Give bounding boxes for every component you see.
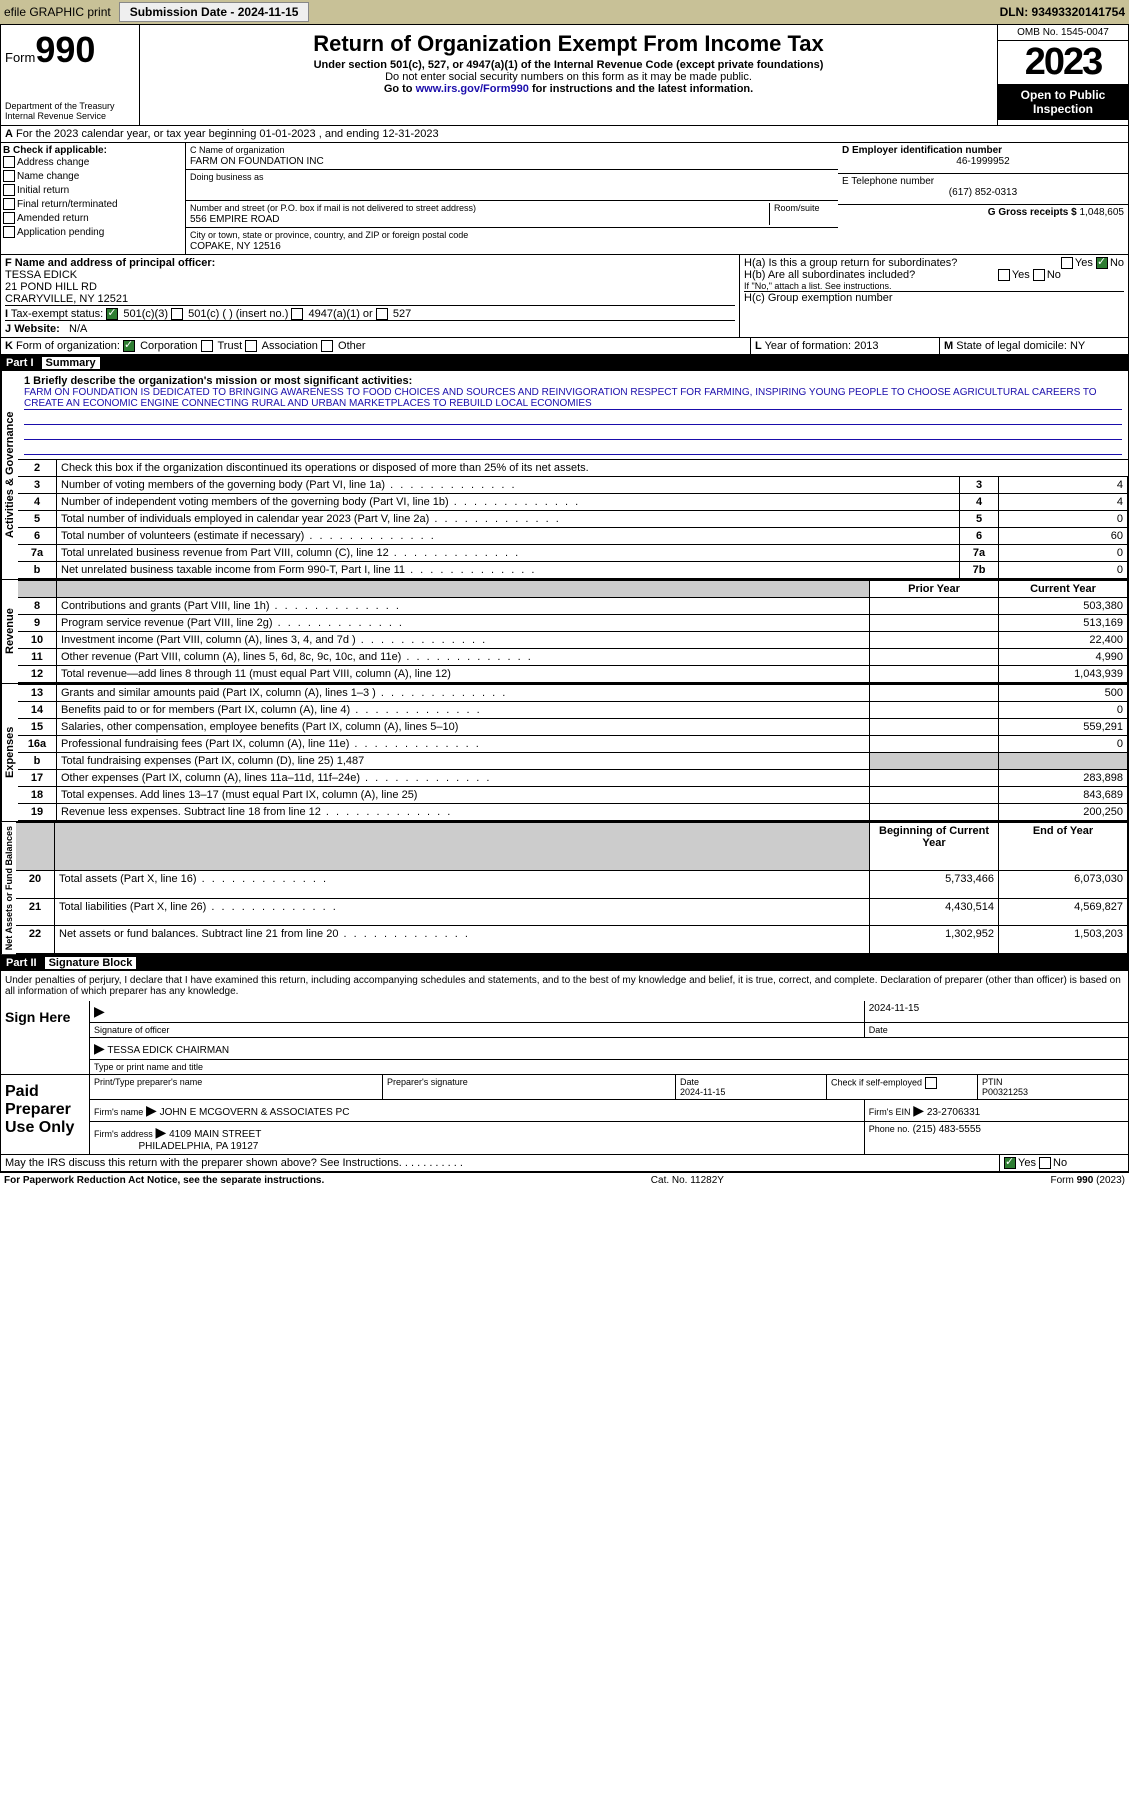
cb-group-no[interactable]	[1096, 257, 1108, 269]
gross-receipts: 1,048,605	[1080, 207, 1125, 218]
h-c: H(c) Group exemption number	[744, 291, 1124, 304]
paid-preparer: Paid Preparer Use Only Print/Type prepar…	[0, 1075, 1129, 1155]
part2-header: Part IISignature Block	[0, 955, 1129, 971]
year-formed: Year of formation: 2013	[765, 340, 879, 352]
phone-value: (617) 852-0313	[842, 187, 1124, 198]
sign-here: Sign Here ▶2024-11-15 Signature of offic…	[0, 1001, 1129, 1075]
officer-block: F Name and address of principal officer:…	[5, 257, 735, 305]
org-city: COPAKE, NY 12516	[190, 241, 281, 252]
ssn-note: Do not enter social security numbers on …	[144, 71, 993, 83]
section-fh: F Name and address of principal officer:…	[0, 255, 1129, 338]
part1-header: Part ISummary	[0, 355, 1129, 371]
cb-amended[interactable]: Amended return	[3, 212, 183, 226]
cb-address[interactable]: Address change	[3, 156, 183, 170]
top-toolbar: efile GRAPHIC print Submission Date - 20…	[0, 0, 1129, 24]
inspection-badge: Open to Public Inspection	[998, 84, 1128, 120]
cb-name[interactable]: Name change	[3, 170, 183, 184]
cb-initial[interactable]: Initial return	[3, 184, 183, 198]
form-title: Return of Organization Exempt From Incom…	[144, 31, 993, 57]
netassets-section: Net Assets or Fund Balances Beginning of…	[0, 822, 1129, 955]
ein-value: 46-1999952	[842, 156, 1124, 167]
ptin-value: P00321253	[982, 1087, 1028, 1097]
right-info: D Employer identification number46-19999…	[838, 143, 1128, 254]
side-netassets: Net Assets or Fund Balances	[1, 822, 16, 954]
revenue-section: Revenue Prior YearCurrent Year 8Contribu…	[0, 580, 1129, 684]
efile-label: efile GRAPHIC print	[4, 5, 111, 19]
expenses-table: 13Grants and similar amounts paid (Part …	[18, 684, 1128, 821]
org-address: 556 EMPIRE ROAD	[190, 214, 279, 225]
h-a: H(a) Is this a group return for subordin…	[744, 257, 1124, 269]
governance-section: Activities & Governance 1 Briefly descri…	[0, 371, 1129, 580]
irs-label: Internal Revenue Service	[5, 111, 135, 121]
check-applicable: B Check if applicable: Address change Na…	[1, 143, 186, 254]
discuss-row: May the IRS discuss this return with the…	[0, 1155, 1129, 1172]
sign-here-label: Sign Here	[1, 1001, 90, 1074]
omb-number: OMB No. 1545-0047	[998, 25, 1128, 41]
penalty-text: Under penalties of perjury, I declare th…	[0, 971, 1129, 1001]
org-name: FARM ON FOUNDATION INC	[190, 156, 324, 167]
cb-final[interactable]: Final return/terminated	[3, 198, 183, 212]
form-subtitle: Under section 501(c), 527, or 4947(a)(1)…	[144, 59, 993, 71]
org-block: C Name of organizationFARM ON FOUNDATION…	[186, 143, 838, 254]
website-row: J Website: N/A	[5, 320, 735, 335]
form-number: Form990	[5, 29, 135, 71]
preparer-label: Paid Preparer Use Only	[1, 1075, 90, 1154]
officer-signature: TESSA EDICK CHAIRMAN	[107, 1045, 229, 1056]
side-revenue: Revenue	[1, 580, 18, 683]
page-footer: For Paperwork Reduction Act Notice, see …	[0, 1172, 1129, 1188]
dept-label: Department of the Treasury	[5, 101, 135, 111]
cb-pending[interactable]: Application pending	[3, 226, 183, 240]
cb-corp[interactable]	[123, 340, 135, 352]
firm-name: JOHN E MCGOVERN & ASSOCIATES PC	[160, 1107, 350, 1118]
tax-status-row: I Tax-exempt status: 501(c)(3) 501(c) ( …	[5, 305, 735, 320]
h-b: H(b) Are all subordinates included? Yes …	[744, 269, 1124, 281]
side-governance: Activities & Governance	[1, 371, 18, 579]
section-bcdefg: B Check if applicable: Address change Na…	[0, 143, 1129, 255]
form-header: Form990 Department of the Treasury Inter…	[0, 24, 1129, 126]
section-klm: K Form of organization: Corporation Trus…	[0, 338, 1129, 355]
revenue-table: Prior YearCurrent Year 8Contributions an…	[18, 580, 1128, 683]
period-row: A For the 2023 calendar year, or tax yea…	[0, 126, 1129, 143]
dln-label: DLN: 93493320141754	[1000, 5, 1125, 19]
cb-discuss-yes[interactable]	[1004, 1157, 1016, 1169]
tax-year: 2023	[998, 41, 1128, 84]
side-expenses: Expenses	[1, 684, 18, 821]
domicile: State of legal domicile: NY	[956, 340, 1085, 352]
goto-link[interactable]: Go to www.irs.gov/Form990 for instructio…	[144, 83, 993, 95]
cb-501c3[interactable]	[106, 308, 118, 320]
submission-date-button[interactable]: Submission Date - 2024-11-15	[119, 2, 310, 22]
mission-block: 1 Briefly describe the organization's mi…	[18, 371, 1128, 459]
expenses-section: Expenses 13Grants and similar amounts pa…	[0, 684, 1129, 822]
netassets-table: Beginning of Current YearEnd of Year 20T…	[16, 822, 1128, 954]
governance-table: 2Check this box if the organization disc…	[18, 459, 1128, 579]
